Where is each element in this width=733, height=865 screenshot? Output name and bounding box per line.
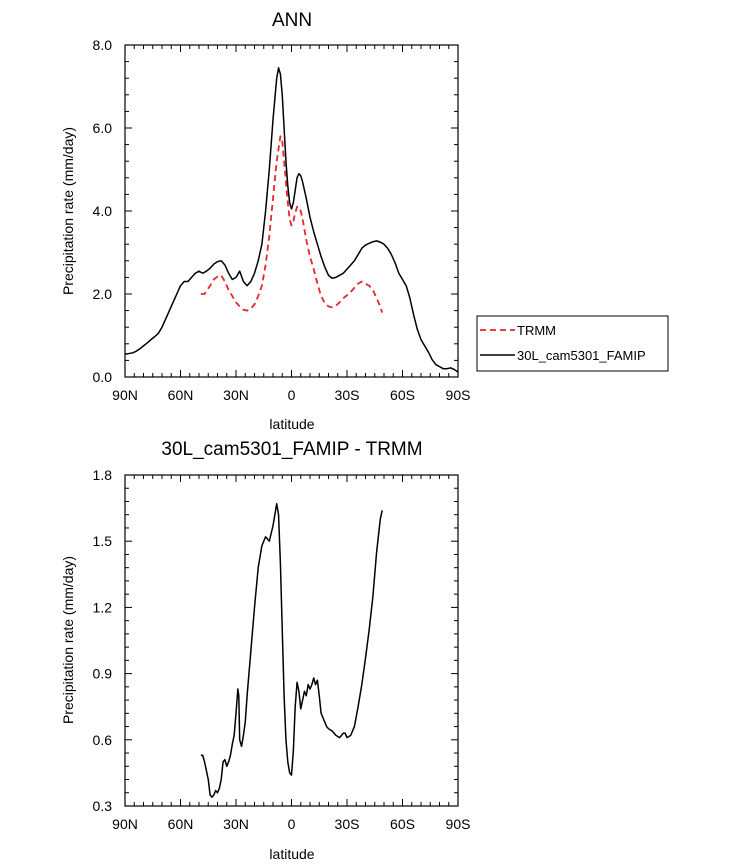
panel-difference: 30L_cam5301_FAMIP - TRMM 90N 60N 30N 0 30S 60… xyxy=(60,439,470,862)
y-tick-label: 8.0 xyxy=(93,37,113,53)
panel-annual-precipitation: ANN 90N 60N 30N 0 30S 60S 90S 0.0 2.0 4.0 6.0 8.0 P… xyxy=(60,10,470,432)
x-tick-label: 90S xyxy=(446,816,471,832)
plot-frame xyxy=(124,44,459,378)
y-tick-label: 0.0 xyxy=(93,369,113,385)
x-tick-label: 60N xyxy=(168,387,194,403)
y-axis-label: Precipitation rate (mm/day) xyxy=(60,127,76,295)
y-tick-label: 1.8 xyxy=(93,467,113,483)
axis-ticks: 90N 60N 30N 0 30S 60S 90S 0.3 0.6 0.9 1.2 1.5 1.8 xyxy=(93,467,471,832)
x-tick-label: 90N xyxy=(112,816,138,832)
series-line-trmm xyxy=(200,135,384,313)
y-tick-label: 0.6 xyxy=(93,732,113,748)
legend-box xyxy=(476,315,669,372)
y-tick-label: 1.2 xyxy=(93,599,113,615)
y-tick-label: 0.3 xyxy=(93,798,113,814)
x-tick-label: 30N xyxy=(223,387,249,403)
y-tick-label: 0.9 xyxy=(93,666,113,682)
plot-lines xyxy=(200,502,383,798)
x-tick-label: 60S xyxy=(390,387,415,403)
y-tick-label: 2.0 xyxy=(93,286,113,302)
legend-label-cam5301: 30L_cam5301_FAMIP xyxy=(517,348,646,363)
x-tick-label: 60S xyxy=(390,816,415,832)
legend-label-trmm: TRMM xyxy=(517,323,556,338)
x-tick-label: 30S xyxy=(335,816,360,832)
x-tick-label: 60N xyxy=(168,816,194,832)
x-tick-label: 90S xyxy=(446,387,471,403)
x-tick-label: 0 xyxy=(288,387,296,403)
x-axis-label: latitude xyxy=(269,416,314,432)
x-tick-label: 30N xyxy=(223,816,249,832)
x-tick-label: 0 xyxy=(288,816,296,832)
plot-lines xyxy=(124,67,459,373)
chart-title: ANN xyxy=(272,10,312,31)
y-axis-label: Precipitation rate (mm/day) xyxy=(60,556,76,724)
plot-frame xyxy=(124,474,459,807)
y-tick-label: 1.5 xyxy=(93,533,113,549)
axis-ticks: 90N 60N 30N 0 30S 60S 90S 0.0 2.0 4.0 6.0 8.0 xyxy=(93,37,471,403)
x-tick-label: 30S xyxy=(335,387,360,403)
x-tick-label: 90N xyxy=(112,387,138,403)
series-line-30l-cam5301-famip-trmm xyxy=(200,502,383,798)
legend: TRMM 30L_cam5301_FAMIP xyxy=(476,315,669,372)
series-line-30l-cam5301-famip xyxy=(124,67,459,373)
y-tick-label: 6.0 xyxy=(93,120,113,136)
x-axis-label: latitude xyxy=(269,846,314,862)
chart-title: 30L_cam5301_FAMIP - TRMM xyxy=(161,439,422,460)
y-tick-label: 4.0 xyxy=(93,203,113,219)
